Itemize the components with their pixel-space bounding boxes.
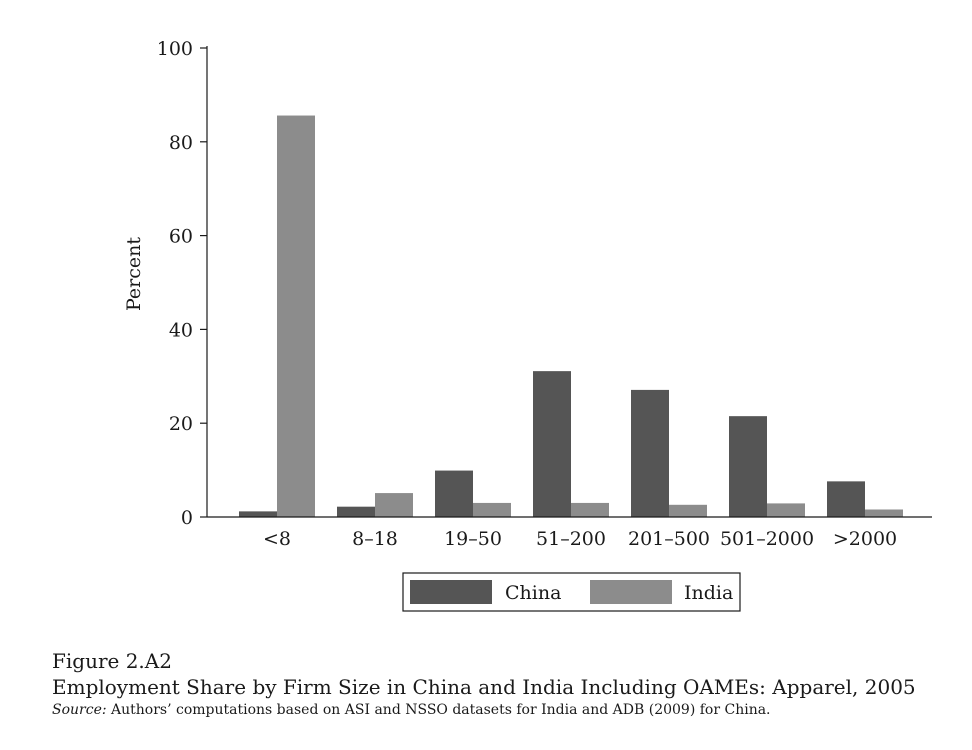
bar-india-6 xyxy=(865,509,903,517)
bar-india-4 xyxy=(669,504,707,517)
bar-india-1 xyxy=(375,493,413,517)
legend-label-india: India xyxy=(684,582,733,604)
y-tick-label-4: 80 xyxy=(169,132,193,154)
legend-swatch-india xyxy=(590,580,672,604)
bar-india-5 xyxy=(767,503,805,517)
x-axis-tick-labels: <8 8–18 19–50 51–200 201–500 501–2000 >2000 xyxy=(263,528,897,550)
bar-india-2 xyxy=(473,502,511,517)
legend: China India xyxy=(402,572,741,612)
x-tick-label-4: 201–500 xyxy=(628,528,710,550)
x-tick-label-5: 501–2000 xyxy=(720,528,814,550)
x-tick-label-0: <8 xyxy=(263,528,291,550)
x-tick-label-2: 19–50 xyxy=(444,528,502,550)
bar-china-6 xyxy=(827,481,865,517)
bar-china-1 xyxy=(337,506,375,517)
bar-china-4 xyxy=(631,389,669,517)
y-axis-label: Percent xyxy=(123,237,145,311)
x-tick-label-6: >2000 xyxy=(833,528,897,550)
y-tick-label-1: 20 xyxy=(169,413,193,435)
y-tick-label-2: 40 xyxy=(169,319,193,341)
bar-china-2 xyxy=(435,470,473,517)
bar-china-0 xyxy=(239,511,277,517)
figure-caption: Figure 2.A2 Employment Share by Firm Siz… xyxy=(52,648,952,720)
y-tick-label-0: 0 xyxy=(181,507,193,529)
bars xyxy=(239,115,903,517)
legend-swatch-china xyxy=(410,580,492,604)
figure-source: Source: Authors’ computations based on A… xyxy=(52,700,952,720)
bar-india-3 xyxy=(571,502,609,517)
y-tick-label-5: 100 xyxy=(157,38,193,60)
chart: 0 20 40 60 80 100 <8 8–18 19–50 51–200 201–500 501… xyxy=(123,38,932,612)
y-axis-ticks: 0 20 40 60 80 100 xyxy=(157,38,207,529)
bar-china-3 xyxy=(533,371,571,517)
legend-label-china: China xyxy=(505,582,561,604)
source-prefix: Source: xyxy=(52,702,107,718)
bar-india-0 xyxy=(277,115,315,517)
bar-china-5 xyxy=(729,416,767,517)
y-tick-label-3: 60 xyxy=(169,226,193,248)
figure-title: Employment Share by Firm Size in China a… xyxy=(52,675,916,699)
source-text: Authors’ computations based on ASI and N… xyxy=(106,702,771,718)
x-tick-label-3: 51–200 xyxy=(536,528,606,550)
x-tick-label-1: 8–18 xyxy=(352,528,398,550)
figure-label: Figure 2.A2 xyxy=(52,649,172,673)
